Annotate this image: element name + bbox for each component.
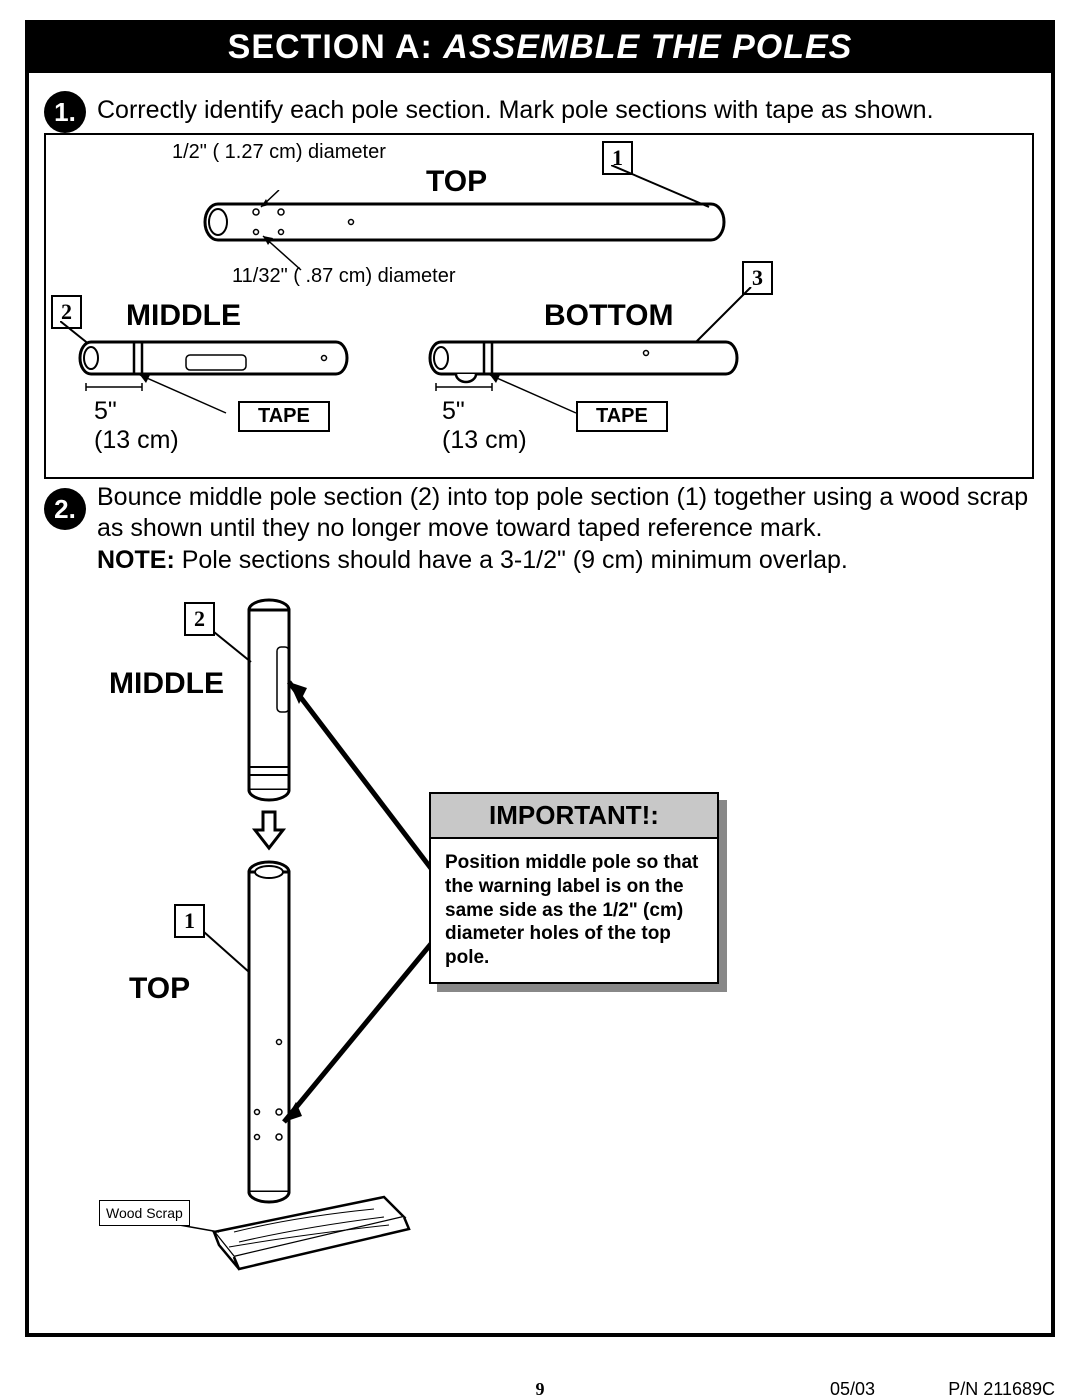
tape-box-right: TAPE [576, 401, 668, 432]
step-2: 2. Bounce middle pole section (2) into t… [29, 492, 1051, 1333]
section-label: SECTION A: [228, 28, 433, 66]
bottom-label: BOTTOM [544, 299, 673, 333]
important-body: Position middle pole so that the warning… [431, 839, 717, 982]
step2-ref-2: 2 [184, 602, 215, 636]
step2-top-label: TOP [129, 972, 190, 1006]
diameter-top-label: 1/2" ( 1.27 cm) diameter [172, 141, 386, 164]
dim-right: 5" (13 cm) [442, 397, 527, 455]
important-header: IMPORTANT!: [431, 794, 717, 839]
step-1-bullet: 1. [44, 91, 86, 133]
step-1-text: Correctly identify each pole section. Ma… [97, 95, 1031, 126]
page-border: SECTION A: ASSEMBLE THE POLES 1. Correct… [25, 20, 1055, 1337]
middle-label: MIDDLE [126, 299, 241, 333]
step-2-text: Bounce middle pole section (2) into top … [97, 482, 1036, 576]
important-callout: IMPORTANT!: Position middle pole so that… [429, 792, 719, 984]
step1-diagram-box: 1/2" ( 1.27 cm) diameter 11/32" ( .87 cm… [44, 133, 1034, 479]
dim-left: 5" (13 cm) [94, 397, 179, 455]
step2-ref-1: 1 [174, 904, 205, 938]
important-inner: IMPORTANT!: Position middle pole so that… [429, 792, 719, 984]
section-header: SECTION A: ASSEMBLE THE POLES [29, 24, 1051, 73]
section-title: ASSEMBLE THE POLES [443, 28, 852, 66]
step2-middle-label: MIDDLE [109, 667, 224, 701]
step-2-bullet: 2. [44, 488, 86, 530]
wood-scrap-label: Wood Scrap [99, 1200, 190, 1226]
tape-box-left: TAPE [238, 401, 330, 432]
ref-1-line-icon [611, 165, 731, 215]
